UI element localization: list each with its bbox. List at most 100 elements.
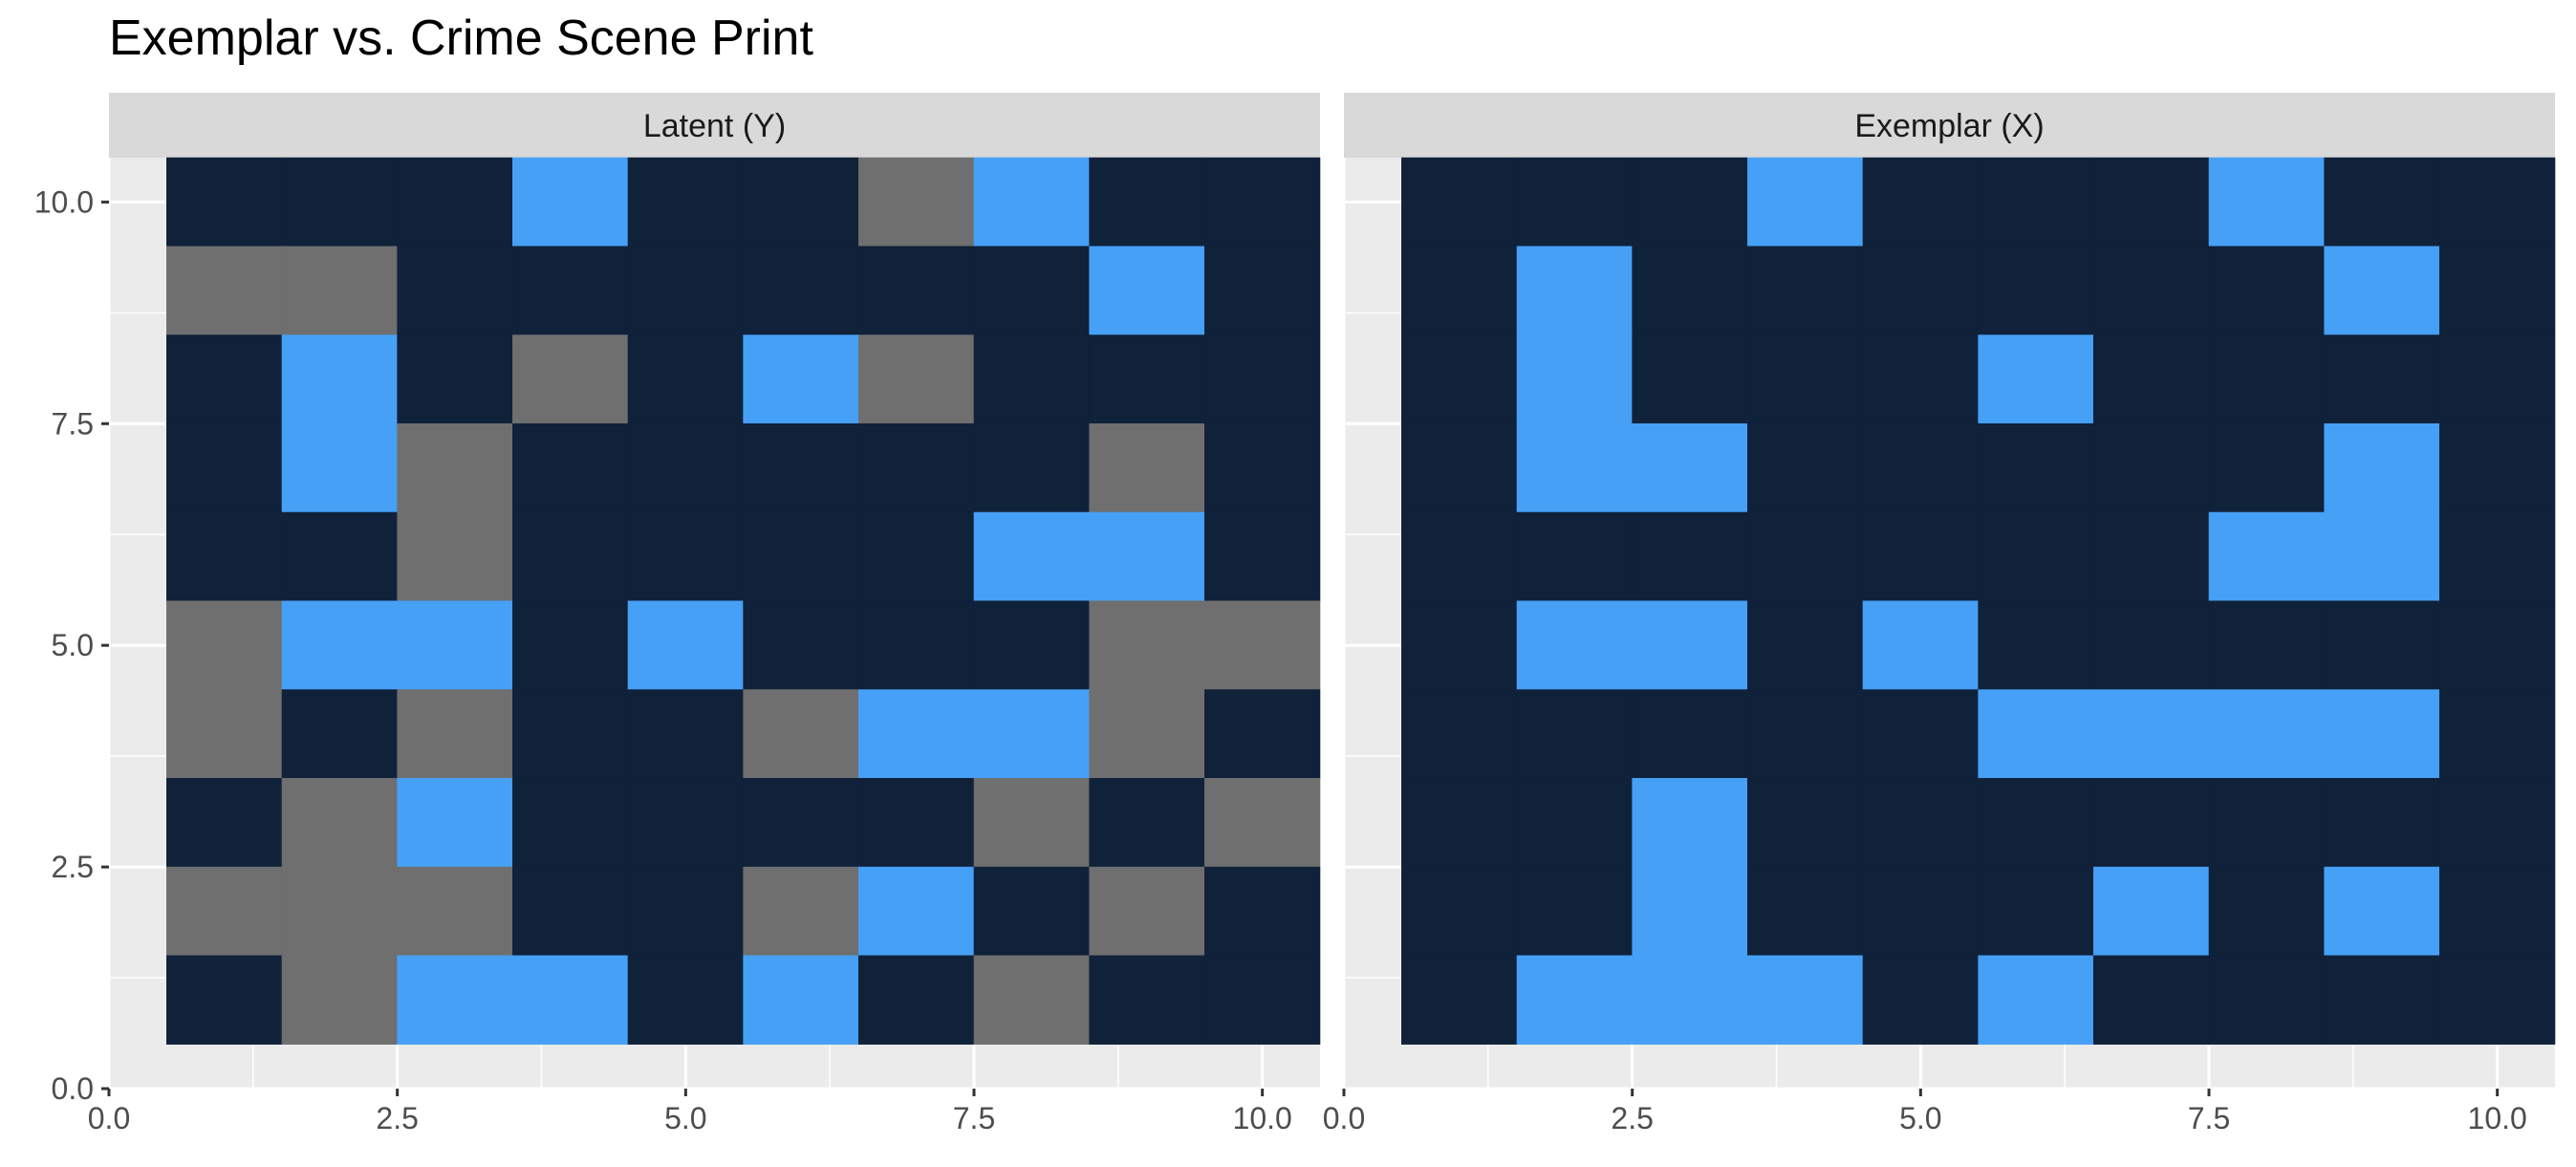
heatmap-tile	[1632, 335, 1748, 424]
heatmap-tile	[1204, 511, 1321, 602]
heatmap-tile	[858, 866, 975, 957]
heatmap-tile	[1401, 866, 1518, 957]
heatmap-tile	[2208, 778, 2325, 868]
heatmap-tile	[627, 511, 744, 602]
heatmap-tile	[1978, 866, 2094, 957]
heatmap-tile	[2208, 866, 2325, 957]
heatmap-tile	[1978, 600, 2094, 690]
heatmap-tile	[743, 157, 859, 248]
heatmap-tile	[858, 600, 975, 690]
x-tick-label: 10.0	[2468, 1101, 2527, 1135]
heatmap-tile	[743, 335, 859, 424]
heatmap-tile	[166, 600, 283, 690]
heatmap-tile	[397, 157, 513, 248]
heatmap-tile	[1978, 689, 2094, 779]
heatmap-tile	[2439, 335, 2556, 424]
heatmap-tile	[627, 955, 744, 1045]
heatmap-tile	[2208, 511, 2325, 602]
y-axis: 0.0 2.5 5.0 7.5 10.0	[34, 184, 109, 1106]
heatmap-tile	[1862, 246, 1979, 335]
heatmap-tile	[1401, 600, 1518, 690]
heatmap-tile	[1089, 511, 1205, 602]
heatmap-tile	[743, 866, 859, 957]
facet-strip	[109, 93, 1320, 158]
heatmap-tile	[2208, 600, 2325, 690]
facet-label: Latent (Y)	[643, 108, 786, 144]
heatmap-tile	[2324, 335, 2440, 424]
heatmap-tile	[2093, 778, 2210, 868]
heatmap-tile	[281, 689, 398, 779]
heatmap-tile	[627, 600, 744, 690]
y-tick-label: 5.0	[52, 628, 94, 662]
heatmap-tile	[2324, 778, 2440, 868]
heatmap-tile	[1632, 600, 1748, 690]
heatmap-tile	[2208, 955, 2325, 1045]
heatmap-tile	[1516, 866, 1633, 957]
heatmap-tile	[1516, 600, 1633, 690]
heatmap-tile	[627, 866, 744, 957]
heatmap-tile	[973, 157, 1090, 248]
heatmap-tile	[166, 778, 283, 868]
heatmap-tile	[512, 246, 629, 335]
heatmap-tile	[1747, 600, 1864, 690]
heatmap-tile	[1978, 511, 2094, 602]
heatmap-tile	[858, 246, 975, 335]
tiles	[166, 157, 1321, 1045]
heatmap-tile	[2208, 689, 2325, 779]
heatmap-tile	[2324, 600, 2440, 690]
heatmap-tile	[858, 157, 975, 248]
heatmap-tile	[2324, 511, 2440, 602]
heatmap-tile	[2093, 866, 2210, 957]
heatmap-tile	[973, 866, 1090, 957]
heatmap-tile	[2324, 689, 2440, 779]
heatmap-tile	[166, 246, 283, 335]
heatmap-tile	[858, 689, 975, 779]
heatmap-tile	[397, 246, 513, 335]
heatmap-tile	[281, 600, 398, 690]
panels-layer: Latent (Y) 0.0 2.5 5.0 7.5 10.0 Exemplar (X) 0.…	[88, 93, 2556, 1135]
heatmap-tile	[2093, 422, 2210, 513]
heatmap-tile	[1862, 689, 1979, 779]
heatmap-tile	[2093, 246, 2210, 335]
heatmap-tile	[1089, 335, 1205, 424]
heatmap-tile	[1204, 422, 1321, 513]
x-tick-label: 2.5	[1611, 1101, 1653, 1135]
heatmap-tile	[627, 335, 744, 424]
tiles	[1401, 157, 2556, 1045]
heatmap-tile	[627, 689, 744, 779]
heatmap-tile	[973, 778, 1090, 868]
heatmap-tile	[1632, 689, 1748, 779]
x-tick-label: 2.5	[376, 1101, 418, 1135]
heatmap-tile	[1632, 422, 1748, 513]
heatmap-tile	[973, 335, 1090, 424]
heatmap-tile	[1204, 689, 1321, 779]
heatmap-tile	[1747, 246, 1864, 335]
heatmap-tile	[512, 335, 629, 424]
heatmap-tile	[627, 422, 744, 513]
heatmap-tile	[1862, 157, 1979, 248]
heatmap-tile	[397, 689, 513, 779]
heatmap-tile	[1862, 866, 1979, 957]
heatmap-tile	[2324, 422, 2440, 513]
x-tick-label: 0.0	[88, 1101, 130, 1135]
heatmap-tile	[1516, 778, 1633, 868]
heatmap-tile	[166, 422, 283, 513]
heatmap-tile	[2093, 335, 2210, 424]
heatmap-tile	[1978, 335, 2094, 424]
heatmap-tile	[281, 866, 398, 957]
heatmap-tile	[1401, 689, 1518, 779]
y-tick-label: 2.5	[52, 850, 94, 884]
heatmap-tile	[1516, 689, 1633, 779]
heatmap-tile	[1632, 246, 1748, 335]
heatmap-tile	[1516, 157, 1633, 248]
heatmap-tile	[1632, 157, 1748, 248]
heatmap-tile	[743, 778, 859, 868]
x-tick-label: 5.0	[1899, 1101, 1941, 1135]
heatmap-tile	[281, 511, 398, 602]
heatmap-tile	[1632, 866, 1748, 957]
heatmap-tile	[1747, 511, 1864, 602]
heatmap-tile	[858, 335, 975, 424]
heatmap-tile	[2439, 157, 2556, 248]
heatmap-tile	[743, 955, 859, 1045]
heatmap-tile	[743, 246, 859, 335]
